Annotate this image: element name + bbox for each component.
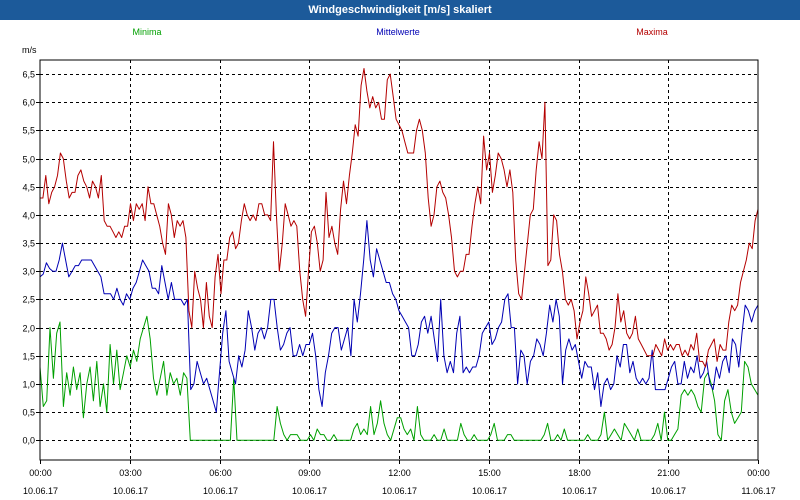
legend-minima: Minima <box>132 27 161 37</box>
y-tick-label: 3,0 <box>22 267 35 277</box>
legend-maxima: Maxima <box>636 27 668 37</box>
y-tick-label: 3,5 <box>22 239 35 249</box>
series-layer <box>39 68 759 441</box>
window-title: Windgeschwindigkeit [m/s] skaliert <box>0 0 800 20</box>
x-tick-time-label: 09:00 <box>298 468 321 478</box>
x-tick-time-label: 18:00 <box>568 468 591 478</box>
x-tick-time-label: 00:00 <box>29 468 52 478</box>
y-tick-label: 5,0 <box>22 155 35 165</box>
y-tick-label: 5,5 <box>22 126 35 136</box>
series-line-mittelwerte <box>39 220 759 413</box>
legend-mittelwerte: Mittelwerte <box>376 27 420 37</box>
wind-speed-chart: 0,0 0,5 1,0 1,5 2,0 2,5 3,0 3,5 4,0 4,5 5,0 5,5 6,0 6… <box>0 20 800 500</box>
y-tick-label: 2,0 <box>22 324 35 334</box>
x-tick-time-label: 00:00 <box>747 468 770 478</box>
y-tick-label: 6,0 <box>22 98 35 108</box>
x-tick-date-label: 10.06.17 <box>23 486 58 496</box>
x-tick-time-label: 12:00 <box>388 468 411 478</box>
x-tick-time-label: 15:00 <box>478 468 501 478</box>
x-tick-date-label: 10.06.17 <box>472 486 507 496</box>
x-tick-date-label: 10.06.17 <box>562 486 597 496</box>
axes: 0,0 0,5 1,0 1,5 2,0 2,5 3,0 3,5 4,0 4,5 5,0 5,5 6,0 6… <box>22 70 775 497</box>
y-tick-label: 0,0 <box>22 436 35 446</box>
x-tick-date-label: 10.06.17 <box>113 486 148 496</box>
series-line-maxima <box>40 68 759 368</box>
y-axis-label: m/s <box>22 45 37 55</box>
x-tick-time-label: 21:00 <box>657 468 680 478</box>
x-tick-time-label: 06:00 <box>209 468 232 478</box>
y-tick-label: 6,5 <box>22 70 35 80</box>
x-tick-time-label: 03:00 <box>119 468 142 478</box>
y-tick-label: 4,5 <box>22 183 35 193</box>
y-tick-label: 0,5 <box>22 408 35 418</box>
x-tick-date-label: 10.06.17 <box>292 486 327 496</box>
y-tick-label: 1,0 <box>22 380 35 390</box>
series-line-minima <box>39 315 759 441</box>
y-tick-label: 4,0 <box>22 211 35 221</box>
x-tick-date-label: 10.06.17 <box>382 486 417 496</box>
x-tick-date-label: 11.06.17 <box>741 486 775 496</box>
y-tick-label: 1,5 <box>22 352 35 362</box>
x-tick-date-label: 10.06.17 <box>203 486 238 496</box>
x-tick-date-label: 10.06.17 <box>651 486 686 496</box>
y-tick-label: 2,5 <box>22 295 35 305</box>
